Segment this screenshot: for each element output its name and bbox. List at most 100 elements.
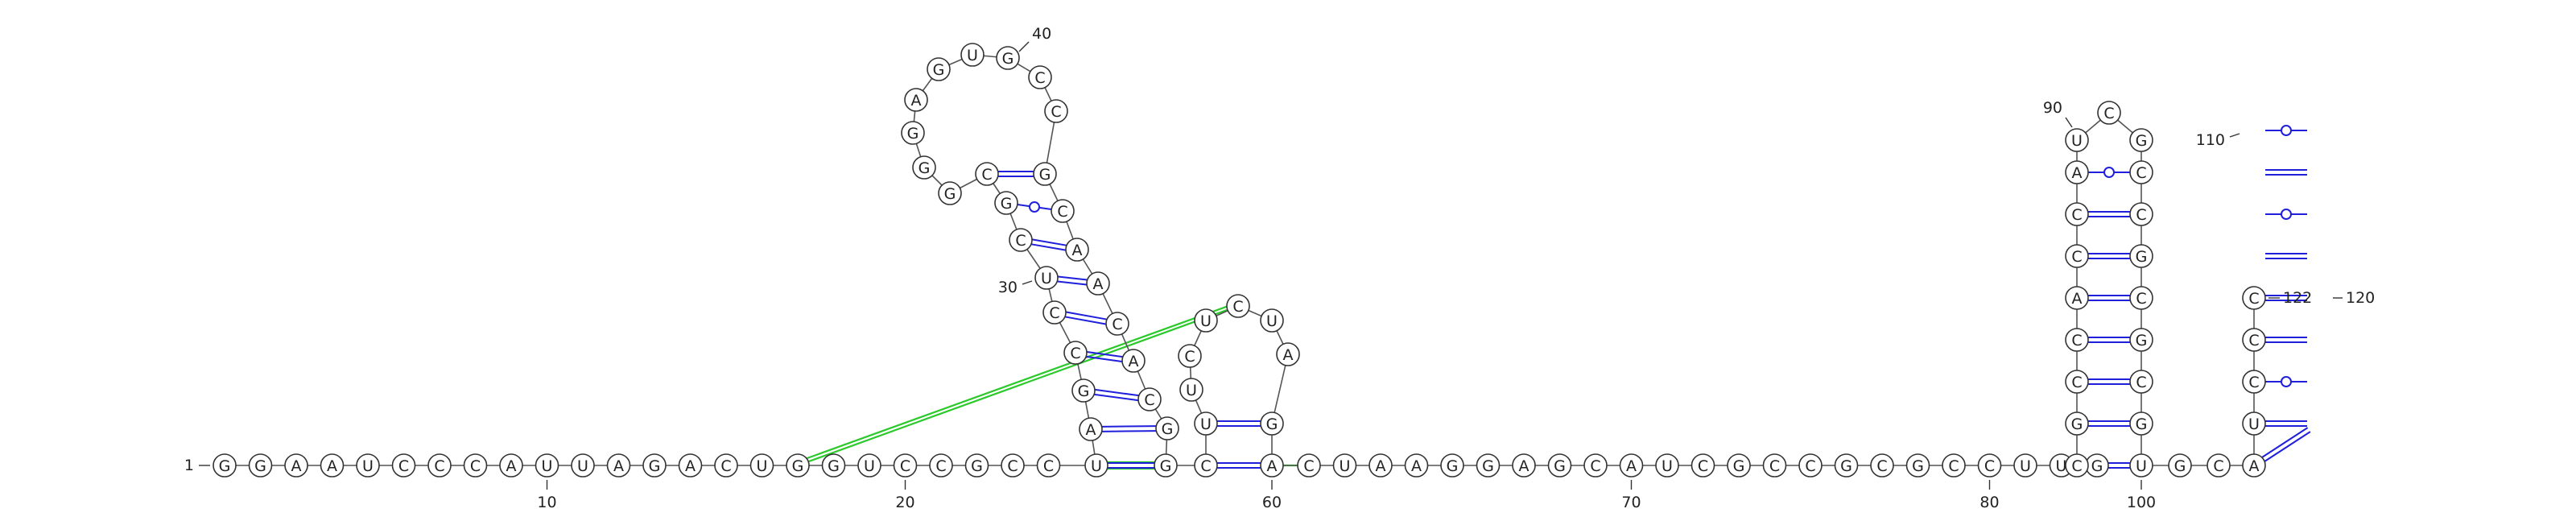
nucleotide-letter: A [1519,457,1530,475]
nucleotide-letter: A [613,457,624,475]
nucleotide-letter: C [1805,457,1815,475]
position-label-80: 80 [1979,494,1999,511]
nucleotide-23: C [1001,453,1025,478]
nucleotide-circle [1332,453,1357,478]
nucleotide-letter: A [1411,457,1422,475]
nucleotide-letter: G [971,457,983,475]
nucleotide-78: C [1870,453,1894,478]
backbone-layer [225,54,2255,466]
nucleotide-letter: C [2136,374,2146,391]
nucleotide-circle [571,453,595,478]
nucleotide-55: C [1178,344,1202,368]
position-label-90: 90 [2043,99,2062,117]
nucleotide-letter: C [398,457,409,475]
nucleotide-circle [1194,308,1218,333]
nucleotide-44: C [1051,199,1075,223]
wobble-pair-marker [1029,201,1040,213]
nucleotide-circle [996,46,1020,70]
nucleotide-letter: C [1984,457,1995,475]
nucleotide-circle [2242,453,2266,478]
nucleotide-21: C [929,453,953,478]
base-pair-layer [998,125,2311,469]
nucleotide-circle [2129,286,2153,310]
nucleotide-letter: C [1144,391,1154,409]
nucleotide-letter: C [2103,105,2114,122]
nucleotide-circle [927,57,951,81]
nucleotide-19: U [857,453,881,478]
nucleotide-32: G [994,191,1018,215]
nucleotide-circle [714,453,738,478]
nucleotide-87: C [2065,370,2089,394]
nucleotide-letter: C [2071,457,2082,475]
nucleotide-letter: U [1041,270,1052,287]
nucleotide-circle [1727,453,1751,478]
nucleotide-38: G [927,57,951,81]
nucleotide-circle [2013,453,2037,478]
nucleotide-letter: U [362,457,374,475]
nucleotide-circle [1137,387,1162,411]
nucleotide-circle [893,453,918,478]
nucleotide-letter: A [327,457,337,475]
nucleotide-letter: A [506,457,517,475]
nucleotide-circle [1155,416,1179,440]
nucleotide-letter: C [1015,232,1026,250]
nucleotide-35: G [912,155,936,180]
nucleotide-letter: G [1160,457,1172,475]
nucleotide-circle [994,191,1018,215]
nucleotide-36: G [901,121,925,145]
nucleotide-circle [2129,328,2153,352]
nucleotide-letter: G [933,61,945,79]
nucleotide-46: A [1086,271,1110,296]
nucleotide-1: G [213,453,237,478]
nucleotide-letter: C [2071,332,2082,349]
nucleotide-letter: G [1554,457,1566,475]
number-tick [2065,117,2073,128]
nucleotide-110: C [2242,286,2266,310]
position-label-60: 60 [1262,494,1282,511]
nucleotide-letter: U [1266,312,1278,330]
nucleotide-circle [1079,417,1103,441]
nucleotide-circle [1368,453,1393,478]
nucleotide-circle [1194,453,1218,478]
nucleotide-92: A [2065,160,2089,184]
nucleotide-circle [2065,370,2089,394]
nucleotide-circle [2065,160,2089,184]
nucleotide-letter: C [1769,457,1780,475]
nucleotide-81: C [1977,453,2002,478]
nucleotide-82: U [2013,453,2037,478]
base-pair-line [1031,243,1066,251]
nucleotide-letter: C [1070,345,1080,362]
nucleotide-13: G [642,453,667,478]
nucleotide-letter: G [1912,457,1924,475]
base-pair-line [1095,388,1139,397]
nucleotide-22: G [964,453,989,478]
nucleotide-68: A [1512,453,1536,478]
nucleotide-letter: G [907,125,919,143]
wobble-pair-marker [2103,167,2115,178]
nucleotide-circle [786,453,810,478]
nucleotide-letter: U [1200,416,1212,433]
nucleotide-37: A [904,88,928,112]
nucleotide-letter: U [2136,457,2147,475]
nucleotide-57: C [1226,294,1250,318]
nucleotide-11: U [571,453,595,478]
nucleotide-circle [1084,453,1108,478]
base-pair-line [2264,431,2311,462]
nucleotide-89: A [2065,286,2089,310]
nucleotide-79: G [1905,453,1930,478]
nucleotide-39: U [960,43,985,67]
nucleotide-circle [2065,244,2089,268]
nucleotide-circle [2129,411,2153,436]
nucleotide-letter: A [685,457,696,475]
nucleotide-letter: G [254,457,266,475]
nucleotide-circle [960,43,985,67]
base-pair-line [1057,280,1087,286]
nucleotide-letter: C [900,457,910,475]
nucleotide-letter: G [1078,382,1090,400]
nucleotide-62: C [1297,453,1321,478]
nucleotide-letter: G [2136,132,2148,150]
nucleotide-letter: C [2071,248,2082,266]
pseudoknot-line [797,304,1239,467]
nucleotide-84: G [2085,453,2109,478]
nucleotide-47: C [1105,312,1129,336]
